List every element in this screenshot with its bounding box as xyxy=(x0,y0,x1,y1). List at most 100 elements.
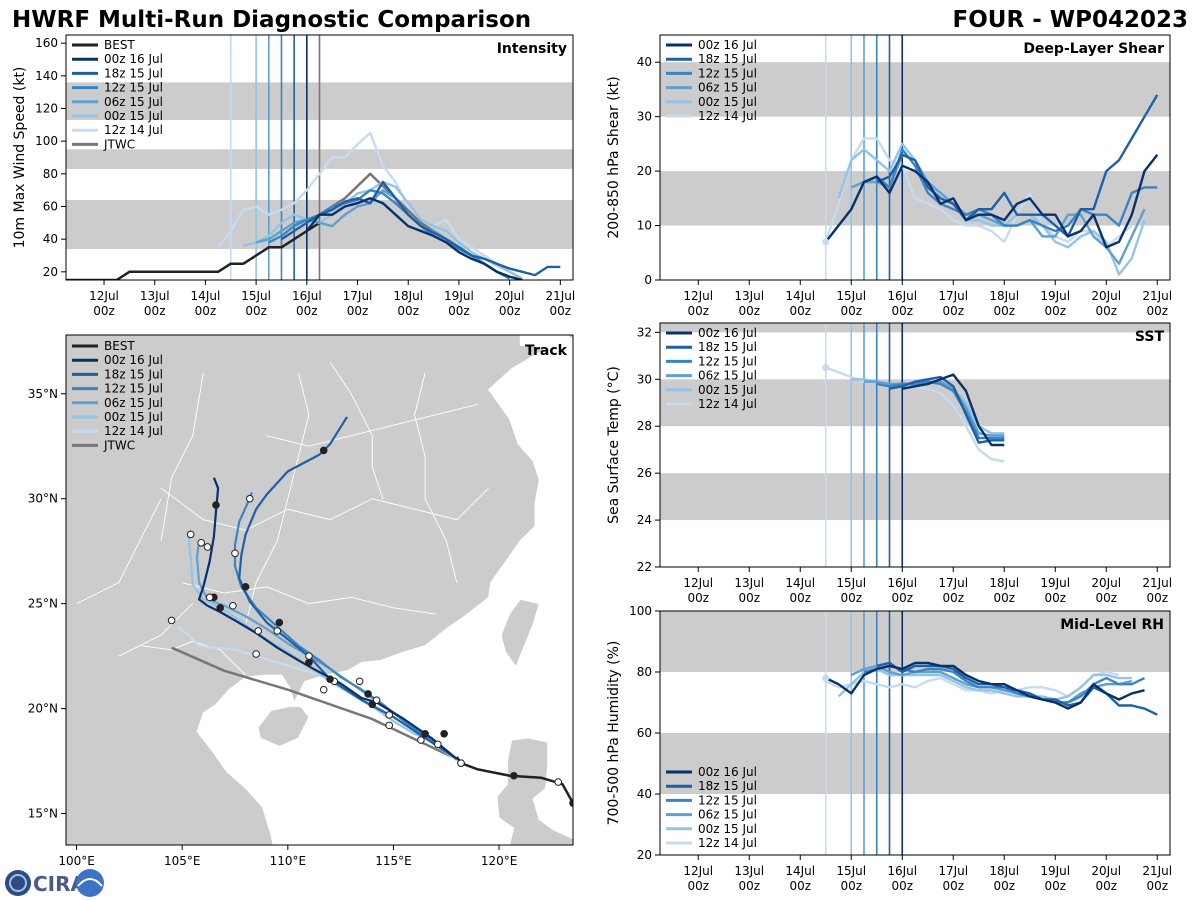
track-marker-4-3 xyxy=(273,627,282,635)
rh-series-line-0 xyxy=(825,661,1145,710)
track-marker-0-5 xyxy=(203,543,212,551)
track-lon-label-2: 110°E xyxy=(270,854,307,868)
intensity-legend-label-3: 12z 15 Jul xyxy=(104,81,163,95)
intensity-ytick-label-5: 120 xyxy=(35,102,58,116)
luzon-island-shape xyxy=(496,737,573,845)
intensity-best-line xyxy=(66,221,321,280)
shear-series-line-2 xyxy=(863,148,1158,233)
shear-xtick-hour-0: 00z xyxy=(687,304,709,318)
shear-ytick-label-4: 40 xyxy=(637,55,652,69)
shear-axes-frame xyxy=(659,34,1171,281)
intensity-legend-label-2: 18z 15 Jul xyxy=(104,66,163,80)
track-border-line-8 xyxy=(76,498,162,605)
shear-panel: 01020304012Jul00z13Jul00z14Jul00z15Jul00… xyxy=(606,34,1172,318)
sst-series-line-2 xyxy=(876,380,1005,440)
shear-xtick-day-0: 12Jul xyxy=(683,289,713,303)
sst-xtick-hour-4: 00z xyxy=(891,591,913,605)
sst-ytick-label-2: 26 xyxy=(637,466,652,480)
intensity-legend-label-5: 00z 15 Jul xyxy=(104,109,163,123)
track-axes-frame xyxy=(65,334,574,846)
sst-series-line-1 xyxy=(889,375,1005,444)
korea-edge-shape xyxy=(565,335,573,340)
rh-xtick-hour-6: 00z xyxy=(993,879,1015,893)
track-legend-label-4: 06z 15 Jul xyxy=(104,396,163,410)
intensity-xtick-hour-7: 00z xyxy=(448,304,470,318)
rh-legend-label-1: 18z 15 Jul xyxy=(698,779,757,793)
shear-xtick-hour-8: 00z xyxy=(1095,304,1117,318)
track-lon-label-4: 120°E xyxy=(481,854,518,868)
track-marker-4-0 xyxy=(434,740,442,749)
sst-xtick-day-1: 13Jul xyxy=(734,576,764,590)
shear-panel-title: Deep-Layer Shear xyxy=(1023,41,1164,57)
track-marker-3-0 xyxy=(440,729,448,738)
intensity-xtick-hour-0: 00z xyxy=(93,304,115,318)
sst-xtick-day-5: 17Jul xyxy=(938,576,968,590)
track-marker-2-0 xyxy=(364,690,372,698)
track-lat-label-4: 35°N xyxy=(28,387,58,401)
track-legend-label-1: 00z 16 Jul xyxy=(104,353,163,367)
sst-xtick-hour-7: 00z xyxy=(1044,591,1066,605)
sst-axes-frame xyxy=(659,322,1171,568)
intensity-xtick-hour-4: 00z xyxy=(296,304,318,318)
rh-xtick-day-9: 21Jul xyxy=(1142,864,1172,878)
intensity-xtick-day-3: 15Jul xyxy=(241,289,271,303)
rh-legend-label-4: 00z 15 Jul xyxy=(698,822,757,836)
rh-plot-area xyxy=(660,611,1170,855)
track-marker-1-0 xyxy=(368,700,377,709)
sst-xtick-hour-8: 00z xyxy=(1095,591,1117,605)
track-legend-label-5: 00z 15 Jul xyxy=(104,410,163,424)
sst-xtick-day-8: 20Jul xyxy=(1091,576,1121,590)
track-legend-label-6: 12z 14 Jul xyxy=(104,424,163,438)
track-lon-label-0: 100°E xyxy=(58,854,95,868)
shear-xtick-hour-7: 00z xyxy=(1044,304,1066,318)
track-marker-1-4 xyxy=(319,446,328,455)
track-border-line-9 xyxy=(118,603,194,657)
rh-xtick-day-5: 17Jul xyxy=(938,864,968,878)
track-border-line-2 xyxy=(182,582,436,615)
shear-xtick-day-9: 21Jul xyxy=(1142,289,1172,303)
shear-ytick-label-2: 20 xyxy=(637,164,652,178)
track-border-line-4 xyxy=(329,362,384,499)
rh-xtick-day-1: 13Jul xyxy=(734,864,764,878)
sst-xtick-day-7: 19Jul xyxy=(1040,576,1070,590)
intensity-legend-label-4: 06z 15 Jul xyxy=(104,95,163,109)
sst-band-0 xyxy=(660,473,1170,521)
sst-xtick-day-2: 14Jul xyxy=(785,576,815,590)
track-marker-5-1 xyxy=(417,736,425,744)
rh-legend-label-5: 12z 14 Jul xyxy=(698,836,757,850)
sst-xtick-hour-5: 00z xyxy=(942,591,964,605)
intensity-legend-label-6: 12z 14 Jul xyxy=(104,123,163,137)
shear-legend-label-1: 18z 15 Jul xyxy=(698,52,757,66)
sst-ytick-label-5: 32 xyxy=(637,325,652,339)
shear-start-marker xyxy=(822,238,830,246)
sst-series-line-0 xyxy=(902,373,1005,447)
rh-ytick-label-0: 20 xyxy=(637,848,652,862)
track-best-marker-1 xyxy=(554,778,563,786)
rh-series-line-4 xyxy=(837,667,1132,701)
track-marker-0-4 xyxy=(216,604,225,612)
track-marker-5-2 xyxy=(319,685,328,694)
track-border-line-5 xyxy=(245,372,310,625)
rh-xtick-hour-8: 00z xyxy=(1095,879,1117,893)
intensity-legend-label-7: JTWC xyxy=(103,137,135,151)
track-marker-4-5 xyxy=(186,530,195,539)
rh-ytick-label-2: 60 xyxy=(637,726,652,740)
shear-xtick-day-4: 16Jul xyxy=(887,289,917,303)
track-marker-4-4 xyxy=(205,593,214,602)
rh-xtick-hour-3: 00z xyxy=(840,879,862,893)
shear-ytick-label-0: 0 xyxy=(644,273,652,287)
shear-xtick-day-1: 13Jul xyxy=(734,289,764,303)
sst-ytick-label-0: 22 xyxy=(637,560,652,574)
track-border-line-1 xyxy=(160,487,489,531)
rh-panel-title: Mid-Level RH xyxy=(1060,617,1164,633)
intensity-ytick-label-2: 60 xyxy=(43,200,58,214)
sst-legend-label-4: 00z 15 Jul xyxy=(698,383,757,397)
rh-xtick-hour-9: 00z xyxy=(1146,879,1168,893)
track-marker-3-1 xyxy=(385,711,394,719)
shear-legend-label-0: 00z 16 Jul xyxy=(698,38,757,52)
shear-xtick-hour-4: 00z xyxy=(891,304,913,318)
rh-xtick-hour-4: 00z xyxy=(891,879,913,893)
